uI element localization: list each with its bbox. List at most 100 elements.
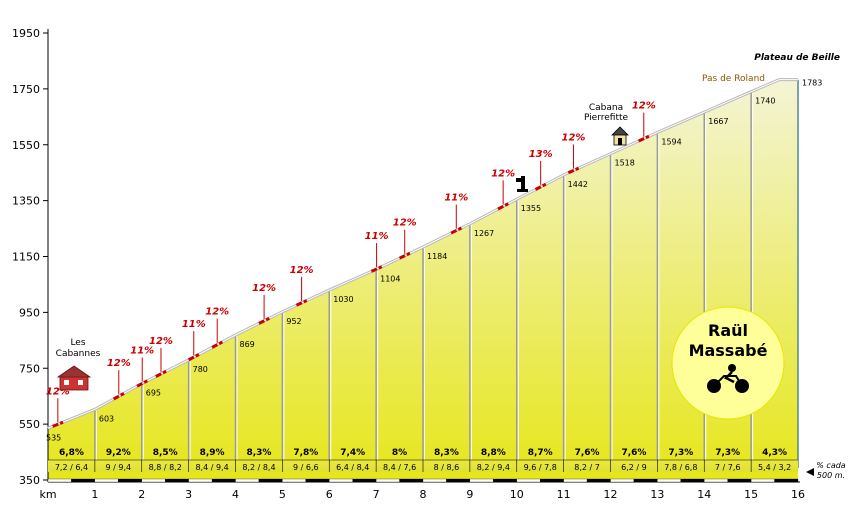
half-km-gradient-label: 9 / 9,4 (106, 463, 132, 472)
steep-ramp-label: 12% (149, 336, 173, 347)
km-strip-segment (211, 478, 236, 483)
bicycle-icon (707, 364, 749, 393)
half-km-gradient-label: 6,2 / 9 (621, 463, 647, 472)
elevation-label: 535 (46, 433, 61, 442)
km-gradient-label: 7,4% (340, 448, 365, 458)
half-km-gradient-label: 8,2 / 9,4 (477, 463, 510, 472)
steep-ramp-mark (211, 340, 224, 349)
km-gradient-label: 8,8% (481, 448, 506, 458)
x-tick-label: 13 (650, 488, 664, 501)
km-gradient-label: 4,3% (762, 448, 787, 458)
y-tick-label: 1350 (12, 195, 40, 208)
half-km-gradient-label: 5,4 / 3,2 (758, 463, 791, 472)
steep-ramp-label: 11% (130, 345, 154, 356)
km-strip-segment (329, 478, 353, 483)
x-tick-label: 3 (185, 488, 192, 501)
steep-ramp-label: 12% (252, 283, 276, 294)
km-gradient-label: 7,6% (621, 448, 646, 458)
elevation-label: 780 (193, 365, 208, 374)
elevation-label: 1104 (380, 274, 400, 283)
steep-ramp-label: 12% (562, 132, 586, 143)
x-tick-label: 1 (91, 488, 98, 501)
gridline-layer (94, 79, 799, 468)
mid-place-label-line: Pierrefitte (584, 113, 629, 123)
steep-ramp-label: 13% (529, 149, 553, 160)
y-tick-label: 950 (19, 306, 40, 319)
start-place-label-line: Cabannes (56, 349, 101, 359)
elevation-label: 1184 (427, 252, 447, 261)
x-tick-label: 7 (373, 488, 380, 501)
legend-note-line: 500 m. (817, 471, 845, 480)
km-strip-segment (258, 478, 283, 483)
steep-ramp-mark (534, 182, 547, 191)
steep-ramp-label: 12% (107, 358, 131, 369)
steep-ramp-mark (155, 369, 167, 378)
elevation-label: 1355 (521, 204, 541, 213)
rider-name-label: Raül Massabé (689, 321, 768, 360)
gradient-band-layer: 7,2 / 6,4 9 / 9,4 8,8 / 8,2 8,4 / 9,4 8,2 / … (48, 459, 798, 472)
profile-line-highlight (47, 79, 798, 429)
km-strip-segment (493, 478, 517, 483)
km-strip-segment (633, 478, 658, 483)
km-strip-segment (47, 478, 72, 483)
elevation-label: 1594 (661, 137, 681, 146)
x-tick-label: 9 (466, 488, 473, 501)
rider-badge (671, 306, 785, 420)
elevation-label: 1740 (755, 97, 775, 106)
elevation-label: 1442 (568, 180, 588, 189)
steep-ramp-mark (258, 316, 270, 325)
bicycle-icon-rider-body (723, 371, 735, 384)
km-gradient-label: 7,6% (575, 448, 600, 458)
km-strip-segment (282, 478, 306, 483)
steep-ramp-label: 12% (205, 307, 229, 318)
steep-ramp-mark (295, 299, 308, 307)
half-km-gradient-label: 8,4 / 7,6 (383, 463, 416, 472)
elevation-label: 869 (240, 340, 255, 349)
half-km-gradient-label: 8,2 / 8,4 (242, 463, 275, 472)
km-strip-segment (586, 478, 611, 483)
bicycle-icon-frame (713, 375, 743, 387)
bicycle-icon-rider-head (728, 364, 736, 372)
town-icon (56, 365, 92, 391)
km-strip-segment (704, 478, 728, 483)
x-tick-label: 4 (232, 488, 239, 501)
half-km-gradient-label: 6,4 / 8,4 (336, 463, 369, 472)
elevation-label: 952 (286, 317, 301, 326)
y-tick-label: 1750 (12, 83, 40, 96)
km-strip-segment (422, 478, 447, 483)
steep-ramp-label: 11% (365, 231, 389, 242)
x-tick-label: 11 (557, 488, 571, 501)
hut-icon-roof (611, 126, 629, 136)
km-strip-segment (446, 478, 471, 483)
x-axis-unit-label: km (39, 488, 56, 501)
x-tick-label: 16 (791, 488, 805, 501)
km-gradient-label: 8,5% (153, 448, 178, 458)
km-gradient-label: 9,2% (106, 448, 131, 458)
x-tick-label: 5 (279, 488, 286, 501)
mid-place-label-line: Cabana (589, 103, 623, 113)
km-strip-segment (469, 478, 494, 483)
km-strip-segment (141, 478, 166, 483)
km-strip-segment (727, 478, 752, 483)
steep-ramp-mark (370, 265, 383, 273)
x-tick-label: 14 (697, 488, 711, 501)
km-gradient-label: 8,3% (434, 448, 459, 458)
km-gradient-label: 8,3% (246, 448, 271, 458)
km-strip-segment (165, 478, 189, 483)
steep-ramp-label: 11% (444, 193, 468, 204)
legend-note-line: % cada (816, 461, 846, 470)
half-km-gradient-label: 8 / 8,6 (434, 463, 460, 472)
km-strip-segment (750, 478, 775, 483)
x-tick-label: 10 (510, 488, 524, 501)
km-strip-segment (118, 478, 142, 483)
km-gradient-label: 6,8% (59, 448, 84, 458)
steep-ramp-mark (398, 251, 411, 260)
elevation-label: 1783 (802, 79, 822, 88)
half-km-gradient-label: 7,2 / 6,4 (55, 463, 88, 472)
steep-ramp-mark (52, 420, 64, 428)
x-tick-label: 2 (138, 488, 145, 501)
steep-ramp-label: 12% (290, 265, 314, 276)
half-km-gradient-label: 8,2 / 7 (574, 463, 600, 472)
half-km-gradient-label: 7 / 7,6 (715, 463, 741, 472)
